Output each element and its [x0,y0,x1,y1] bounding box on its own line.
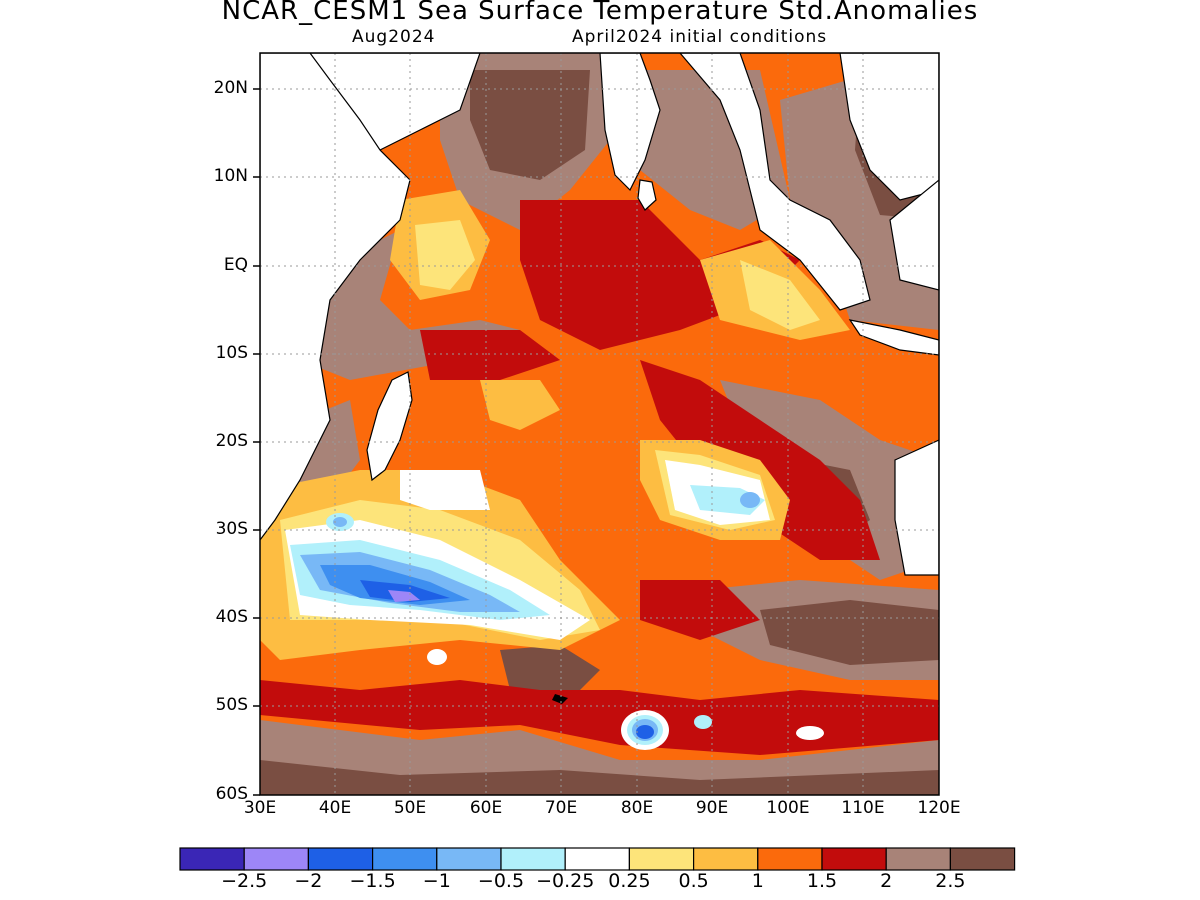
lat-label-30s: 30S [215,519,248,539]
colorbar-label: 1.5 [806,870,838,892]
lat-label-20n: 20N [213,78,248,98]
lon-label-50e: 50E [393,798,427,818]
lon-label-80e: 80E [620,798,654,818]
colorbar-label: 2.5 [935,870,966,892]
colorbar-label: −1.5 [349,870,396,892]
colorbar-swatch [628,847,695,871]
colorbar-swatch [436,847,502,871]
colorbar-label: −1 [422,870,451,892]
forecast-month: Aug2024 [352,27,436,47]
lat-label-40s: 40S [215,607,248,627]
anomaly-field [260,53,939,795]
lat-label-50s: 50S [215,695,248,715]
colorbar-label: −0.25 [536,870,595,892]
colorbar-label: 1 [751,870,764,892]
lat-label-60s: 60S [215,784,248,804]
colorbar-label: −2.5 [221,870,268,892]
colorbar-label: 0.5 [678,870,709,892]
colorbar-swatch [821,847,887,871]
axis-ticks [253,88,260,796]
lon-label-100e: 100E [766,798,810,818]
lon-label-40e: 40E [318,798,352,818]
colorbar-label: −2 [294,870,323,892]
colorbar-swatch [307,847,374,871]
lat-label-10s: 10S [215,343,248,363]
colorbar-swatch [885,847,952,871]
lat-label-10n: 10N [213,166,248,186]
lon-label-90e: 90E [695,798,729,818]
map-frame [259,52,940,796]
graticule [260,53,939,795]
colorbar-swatch [372,847,438,871]
lon-label-30e: 30E [243,798,277,818]
initial-conditions-label: April2024 initial conditions [572,27,828,47]
lon-label-60e: 60E [469,798,503,818]
colorbar-swatch [757,847,823,871]
map-title: NCAR_CESM1 Sea Surface Temperature Std.A… [221,0,979,26]
colorbar-swatch [179,847,245,871]
lat-label-20s: 20S [215,431,248,451]
colorbar [179,847,1016,871]
colorbar-swatch [500,847,566,871]
colorbar-swatch [692,847,759,871]
colorbar-swatch [243,847,309,871]
colorbar-swatch [564,847,631,871]
lon-label-120e: 120E [917,798,961,818]
colorbar-label: 2 [880,870,893,892]
colorbar-swatch [949,847,1016,871]
lat-label-eq: EQ [223,255,248,275]
colorbar-label: 0.25 [608,870,651,892]
lon-label-110e: 110E [841,798,885,818]
colorbar-label: −0.5 [477,870,525,892]
lon-label-70e: 70E [544,798,578,818]
